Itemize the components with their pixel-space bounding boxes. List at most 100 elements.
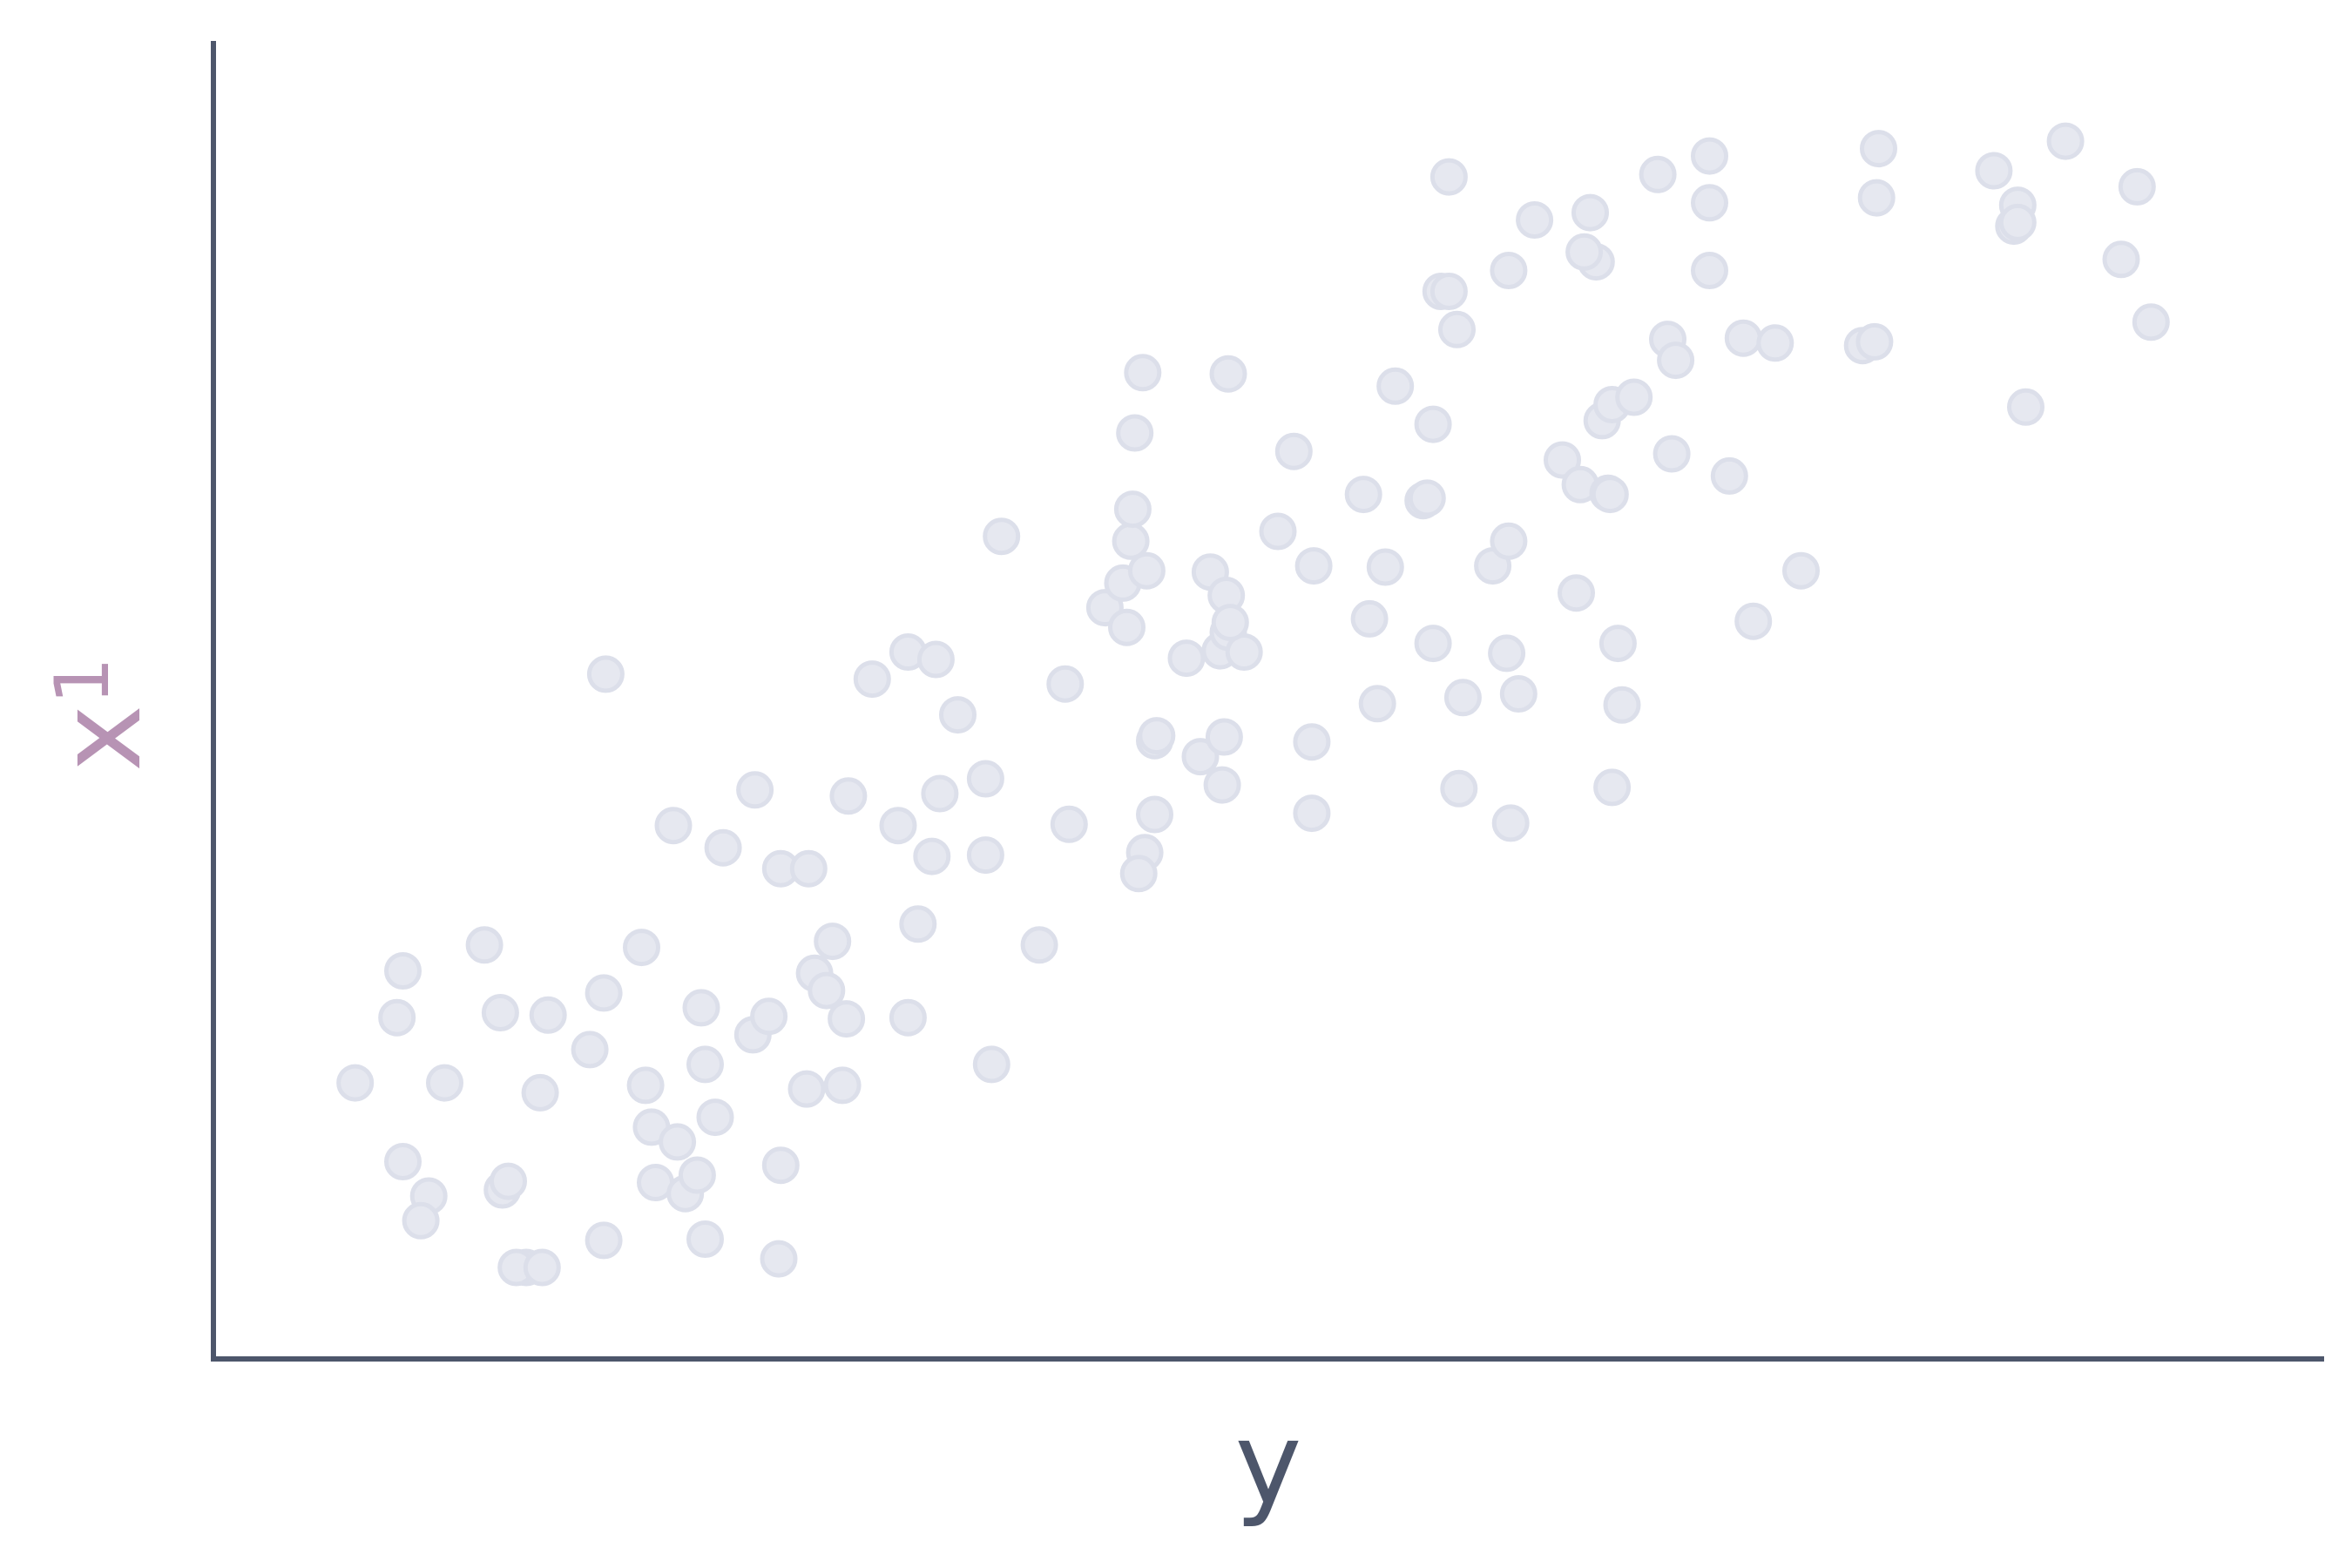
data-point-60 bbox=[1020, 926, 1058, 964]
data-point-100 bbox=[1408, 479, 1446, 517]
data-point-28 bbox=[682, 989, 720, 1027]
data-point-30 bbox=[696, 1098, 734, 1137]
data-point-19 bbox=[586, 655, 625, 693]
data-point-119 bbox=[1565, 233, 1604, 271]
data-point-106 bbox=[1438, 310, 1476, 348]
data-point-42 bbox=[814, 923, 852, 961]
data-point-98 bbox=[1414, 405, 1452, 443]
data-point-104 bbox=[1429, 158, 1468, 196]
data-point-77 bbox=[1181, 738, 1220, 776]
data-point-15 bbox=[523, 1248, 561, 1287]
y-axis-label-subscript: 1 bbox=[39, 657, 126, 705]
data-point-150 bbox=[2102, 240, 2140, 279]
data-point-128 bbox=[1639, 155, 1677, 193]
data-point-147 bbox=[1998, 203, 2037, 241]
data-point-26 bbox=[678, 1156, 716, 1194]
data-point-102 bbox=[1429, 273, 1468, 310]
data-point-82 bbox=[1205, 718, 1243, 756]
data-point-105 bbox=[1440, 769, 1478, 808]
data-point-56 bbox=[966, 760, 1004, 798]
data-point-4 bbox=[378, 998, 416, 1037]
data-point-43 bbox=[808, 971, 846, 1010]
data-point-136 bbox=[1734, 602, 1773, 640]
data-point-96 bbox=[1376, 367, 1415, 405]
data-point-58 bbox=[972, 1045, 1010, 1084]
data-point-84 bbox=[1209, 355, 1247, 393]
data-point-113 bbox=[1516, 201, 1554, 239]
data-point-48 bbox=[879, 807, 917, 845]
data-point-116 bbox=[1571, 193, 1609, 232]
data-point-88 bbox=[1274, 432, 1313, 470]
data-point-6 bbox=[426, 1064, 463, 1102]
data-point-16 bbox=[571, 1031, 609, 1069]
data-point-68 bbox=[1116, 414, 1154, 452]
data-point-7 bbox=[465, 926, 504, 964]
data-point-115 bbox=[1558, 574, 1595, 612]
data-point-135 bbox=[1724, 319, 1762, 357]
data-point-9 bbox=[490, 1162, 527, 1200]
data-point-148 bbox=[2007, 388, 2044, 426]
data-point-70 bbox=[1127, 551, 1166, 590]
data-point-123 bbox=[1598, 625, 1637, 663]
data-point-32 bbox=[704, 828, 742, 867]
data-point-0 bbox=[336, 1064, 375, 1102]
data-point-89 bbox=[1293, 723, 1331, 761]
data-point-40 bbox=[787, 1070, 826, 1108]
data-point-74 bbox=[1138, 717, 1176, 755]
data-point-61 bbox=[1046, 665, 1085, 703]
data-point-94 bbox=[1344, 476, 1382, 514]
data-point-125 bbox=[1593, 768, 1632, 807]
data-point-87 bbox=[1259, 512, 1297, 551]
x-axis-label: y bbox=[1235, 1397, 1302, 1530]
data-point-90 bbox=[1294, 547, 1333, 585]
data-point-17 bbox=[585, 1221, 623, 1260]
data-point-149 bbox=[2046, 122, 2085, 160]
data-point-110 bbox=[1488, 634, 1526, 672]
data-point-92 bbox=[1350, 599, 1389, 638]
data-point-36 bbox=[760, 1240, 798, 1278]
data-point-12 bbox=[529, 996, 567, 1034]
data-point-85 bbox=[1225, 633, 1263, 671]
data-point-76 bbox=[1167, 639, 1206, 678]
data-point-37 bbox=[736, 771, 774, 809]
data-point-35 bbox=[761, 1146, 800, 1185]
data-point-134 bbox=[1691, 137, 1728, 175]
data-point-109 bbox=[1490, 522, 1528, 560]
data-point-45 bbox=[823, 1066, 862, 1105]
data-point-133 bbox=[1691, 184, 1728, 222]
data-point-103 bbox=[1443, 679, 1482, 717]
data-point-65 bbox=[1108, 608, 1146, 646]
data-point-86 bbox=[1211, 604, 1249, 642]
data-point-10 bbox=[481, 994, 519, 1031]
data-point-34 bbox=[750, 997, 788, 1036]
data-point-95 bbox=[1358, 685, 1396, 723]
data-point-20 bbox=[623, 929, 660, 967]
data-point-131 bbox=[1652, 435, 1691, 473]
data-point-139 bbox=[1782, 551, 1820, 590]
data-point-59 bbox=[983, 517, 1021, 556]
data-point-126 bbox=[1603, 686, 1641, 724]
data-point-44 bbox=[828, 1000, 866, 1038]
data-point-152 bbox=[2132, 303, 2170, 341]
data-point-144 bbox=[1975, 152, 2013, 190]
data-point-124 bbox=[1591, 476, 1629, 514]
data-point-114 bbox=[1544, 441, 1581, 479]
data-point-24 bbox=[659, 1123, 697, 1161]
data-point-67 bbox=[1113, 490, 1152, 529]
data-point-47 bbox=[853, 660, 891, 699]
data-point-138 bbox=[1710, 456, 1748, 495]
data-point-5 bbox=[384, 952, 422, 990]
data-point-99 bbox=[1414, 625, 1452, 663]
data-point-69 bbox=[1124, 354, 1162, 392]
points-layer bbox=[336, 122, 2170, 1287]
data-point-50 bbox=[899, 905, 937, 943]
data-point-49 bbox=[889, 998, 927, 1037]
data-point-83 bbox=[1203, 766, 1241, 804]
data-point-39 bbox=[789, 849, 828, 888]
y-axis-label-base: x bbox=[34, 705, 166, 772]
data-point-53 bbox=[916, 640, 955, 679]
data-point-141 bbox=[1855, 322, 1894, 361]
data-point-108 bbox=[1490, 252, 1528, 289]
data-point-3 bbox=[402, 1201, 440, 1240]
